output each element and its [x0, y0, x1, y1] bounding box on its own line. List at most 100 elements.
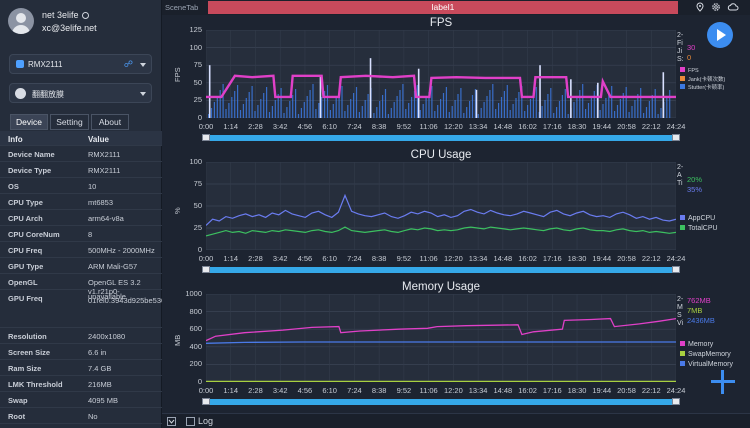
legend-item[interactable]: SwapMemory: [680, 351, 731, 358]
stutter-bar: [416, 85, 418, 118]
info-value: arm64-v8a: [88, 214, 124, 223]
stutter-bar: [303, 102, 305, 118]
location-pin-icon[interactable]: [695, 2, 705, 12]
x-tick-label: 7:24: [347, 122, 362, 131]
play-icon[interactable]: [707, 22, 733, 48]
table-row: GPU Freq unavailable: [0, 290, 162, 328]
y-tick-label: 50: [193, 201, 202, 210]
user-profile[interactable]: net 3elife xc@3elife.net: [0, 0, 162, 43]
cloud-icon[interactable]: [727, 2, 739, 12]
stutter-bar: [318, 103, 320, 118]
stutter-bar: [286, 107, 288, 118]
info-key: CPU Arch: [8, 214, 43, 223]
left-panel: net 3elife xc@3elife.net RMX2111 ☍ 翻翻放膜 …: [0, 0, 244, 428]
stutter-bar: [245, 98, 247, 118]
tab-about[interactable]: About: [91, 114, 129, 130]
info-value: 4095 MB: [88, 396, 119, 405]
stutter-bar: [657, 114, 659, 118]
link-icon[interactable]: ☍: [123, 59, 133, 69]
legend-item[interactable]: AppCPU: [680, 215, 715, 222]
x-tick-label: 2:28: [248, 122, 263, 131]
current-value: 7MB: [687, 306, 703, 315]
legend-item[interactable]: Jank(卡顿次数): [680, 75, 725, 83]
stutter-bar: [332, 104, 334, 118]
time-range-scrollbar[interactable]: [202, 398, 680, 405]
device-select[interactable]: RMX2111 ☍: [9, 54, 152, 74]
legend-item[interactable]: FPS: [680, 67, 699, 74]
legend-item[interactable]: VirtualMemory: [680, 361, 733, 368]
legend-swatch: [680, 76, 685, 81]
stutter-bar: [268, 112, 271, 118]
range-end-handle[interactable]: [672, 398, 680, 405]
stutter-bar: [373, 113, 375, 118]
legend-item[interactable]: Memory: [680, 341, 713, 348]
legend-item[interactable]: Stutter(卡顿率): [680, 83, 724, 91]
chart-title: Memory Usage: [402, 281, 480, 293]
stutter-bar: [518, 92, 520, 118]
gear-icon[interactable]: [711, 2, 721, 12]
log-checkbox[interactable]: [186, 417, 195, 426]
stutter-bar: [486, 96, 488, 118]
stutter-bar: [239, 110, 242, 118]
stutter-bar: [556, 107, 558, 118]
plus-icon[interactable]: [711, 370, 735, 394]
x-tick-label: 4:56: [297, 386, 313, 395]
table-row: Device Type RMX2111: [0, 162, 162, 178]
power-icon[interactable]: [81, 12, 89, 19]
plot-area[interactable]: [206, 162, 676, 250]
stutter-bar: [271, 106, 273, 118]
stutter-bar: [326, 85, 329, 118]
stutter-bar: [369, 58, 372, 118]
bottom-bar: Log: [162, 413, 750, 428]
stutter-bar: [413, 91, 416, 118]
info-key: Swap: [8, 396, 28, 405]
x-tick-label: 8:38: [371, 122, 387, 131]
stutter-bar: [544, 100, 546, 118]
chevron-down-icon[interactable]: [140, 63, 146, 67]
range-start-handle[interactable]: [202, 134, 210, 141]
range-end-handle[interactable]: [672, 266, 680, 273]
stutter-bar: [535, 87, 537, 118]
stutter-bar: [590, 97, 592, 118]
series-line-fps: [206, 74, 676, 99]
chevron-down-icon[interactable]: [140, 92, 146, 96]
app-select[interactable]: 翻翻放膜: [9, 83, 152, 103]
x-tick-label: 22:12: [641, 254, 661, 263]
legend-swatch: [680, 351, 685, 356]
stutter-bar: [411, 97, 413, 118]
stutter-bar: [402, 84, 404, 118]
stutter-bar: [521, 86, 523, 118]
time-range-scrollbar[interactable]: [202, 134, 680, 141]
chart-canvas: [206, 30, 676, 118]
chevron-down-icon[interactable]: [167, 417, 176, 426]
tab-device[interactable]: Device: [10, 114, 48, 130]
x-tick-label: 4:56: [297, 122, 313, 131]
stutter-bar: [237, 85, 239, 118]
x-tick-label: 18:30: [567, 254, 587, 263]
stutter-bar: [480, 108, 482, 118]
legend-label: Stutter(卡顿率): [688, 85, 725, 91]
info-value: ARM Mali-G57: [88, 262, 138, 271]
stutter-bar: [379, 101, 381, 118]
scene-label[interactable]: label1: [208, 1, 678, 14]
plot-area[interactable]: [206, 30, 676, 118]
time-range-scrollbar[interactable]: [202, 266, 680, 273]
plot-area[interactable]: [206, 294, 676, 382]
stutter-bar: [662, 72, 665, 118]
scene-tab[interactable]: SceneTab: [165, 3, 199, 12]
range-start-handle[interactable]: [202, 398, 210, 405]
x-tick-label: 17:16: [542, 386, 562, 395]
legend-item[interactable]: TotalCPU: [680, 225, 718, 232]
stutter-bar: [338, 92, 340, 118]
tab-setting[interactable]: Setting: [50, 114, 89, 130]
stutter-bar: [564, 89, 566, 118]
current-value: 0: [687, 53, 692, 62]
stutter-bar: [361, 106, 363, 118]
legend-label: VirtualMemory: [688, 361, 733, 368]
stutter-bar: [425, 98, 427, 118]
range-end-handle[interactable]: [672, 134, 680, 141]
current-value: 762MB: [687, 296, 711, 305]
x-tick-label: 1:14: [223, 386, 239, 395]
avatar[interactable]: [8, 8, 34, 34]
range-start-handle[interactable]: [202, 266, 210, 273]
